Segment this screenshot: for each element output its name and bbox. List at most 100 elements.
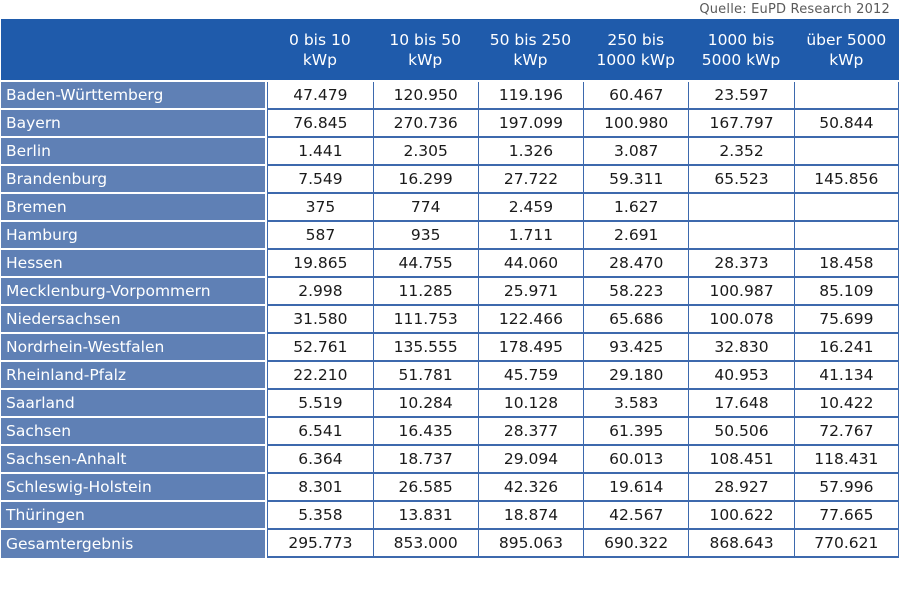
value-cell [793, 82, 899, 110]
value-cell: 1.627 [583, 194, 689, 222]
value-cell: 60.013 [583, 446, 689, 474]
value-cell: 197.099 [477, 110, 584, 138]
value-cell [793, 194, 899, 222]
column-header: über 5000 kWp [793, 19, 899, 82]
table-row: Niedersachsen 31.580 111.753 122.466 65.686 1… [1, 306, 899, 334]
value-cell: 7.549 [267, 166, 373, 194]
value-cell: 270.736 [372, 110, 478, 138]
value-cell: 19.865 [267, 250, 373, 278]
value-cell: 1.441 [267, 138, 373, 166]
value-cell: 935 [372, 222, 478, 250]
value-cell: 26.585 [372, 474, 478, 502]
value-cell: 120.950 [372, 82, 478, 110]
value-cell: 167.797 [688, 110, 794, 138]
value-cell: 85.109 [793, 278, 899, 306]
value-cell: 2.691 [583, 222, 689, 250]
value-cell: 2.352 [688, 138, 794, 166]
value-cell: 18.458 [793, 250, 899, 278]
table-row: Mecklenburg-Vorpommern 2.998 11.285 25.971 5… [1, 278, 899, 306]
value-cell: 72.767 [793, 418, 899, 446]
table-row: Schleswig-Holstein 8.301 26.585 42.326 19.61… [1, 474, 899, 502]
table-row: Nordrhein-Westfalen 52.761 135.555 178.495 9… [1, 334, 899, 362]
value-cell: 17.648 [688, 390, 794, 418]
value-cell [793, 222, 899, 250]
state-label: Sachsen-Anhalt [1, 446, 268, 474]
state-label: Nordrhein-Westfalen [1, 334, 268, 362]
table-row: Hessen 19.865 44.755 44.060 28.470 28.373 18.4… [1, 250, 899, 278]
value-cell: 19.614 [583, 474, 689, 502]
value-cell: 295.773 [267, 530, 373, 558]
table-row: Berlin 1.441 2.305 1.326 3.087 2.352 [1, 138, 899, 166]
value-cell: 135.555 [372, 334, 478, 362]
state-label: Hessen [1, 250, 268, 278]
state-label: Berlin [1, 138, 268, 166]
state-label: Sachsen [1, 418, 268, 446]
value-cell: 27.722 [477, 166, 584, 194]
column-header: 50 bis 250 kWp [477, 19, 584, 82]
value-cell: 50.844 [793, 110, 899, 138]
value-cell: 59.311 [583, 166, 689, 194]
total-label: Gesamtergebnis [1, 530, 268, 558]
value-cell: 41.134 [793, 362, 899, 390]
table-row: Bremen 375 774 2.459 1.627 [1, 194, 899, 222]
value-cell: 28.373 [688, 250, 794, 278]
value-cell: 100.987 [688, 278, 794, 306]
value-cell: 65.686 [583, 306, 689, 334]
header-row: 0 bis 10 kWp 10 bis 50 kWp 50 bis 250 kWp 2… [1, 19, 899, 82]
state-label: Bayern [1, 110, 268, 138]
table-header: 0 bis 10 kWp 10 bis 50 kWp 50 bis 250 kWp 2… [1, 19, 899, 82]
value-cell: 8.301 [267, 474, 373, 502]
state-label: Brandenburg [1, 166, 268, 194]
value-cell: 32.830 [688, 334, 794, 362]
column-header: 250 bis 1000 kWp [583, 19, 689, 82]
table-row: Hamburg 587 935 1.711 2.691 [1, 222, 899, 250]
value-cell: 145.856 [793, 166, 899, 194]
value-cell: 44.060 [477, 250, 584, 278]
data-table: 0 bis 10 kWp 10 bis 50 kWp 50 bis 250 kWp 2… [1, 19, 899, 558]
value-cell: 18.874 [477, 502, 584, 530]
value-cell: 42.326 [477, 474, 584, 502]
state-label: Schleswig-Holstein [1, 474, 268, 502]
value-cell: 108.451 [688, 446, 794, 474]
state-label: Niedersachsen [1, 306, 268, 334]
value-cell: 13.831 [372, 502, 478, 530]
table-row: Sachsen-Anhalt 6.364 18.737 29.094 60.013 108… [1, 446, 899, 474]
value-cell: 10.284 [372, 390, 478, 418]
value-cell: 47.479 [267, 82, 373, 110]
value-cell: 2.305 [372, 138, 478, 166]
value-cell: 2.998 [267, 278, 373, 306]
state-label: Baden-Württemberg [1, 82, 268, 110]
value-cell: 28.377 [477, 418, 584, 446]
value-cell [793, 138, 899, 166]
value-cell: 3.087 [583, 138, 689, 166]
value-cell: 50.506 [688, 418, 794, 446]
value-cell: 587 [267, 222, 373, 250]
data-table-container: 0 bis 10 kWp 10 bis 50 kWp 50 bis 250 kWp 2… [1, 19, 899, 593]
value-cell: 22.210 [267, 362, 373, 390]
value-cell: 42.567 [583, 502, 689, 530]
value-cell: 76.845 [267, 110, 373, 138]
value-cell: 29.094 [477, 446, 584, 474]
value-cell: 5.358 [267, 502, 373, 530]
value-cell: 28.927 [688, 474, 794, 502]
state-label: Bremen [1, 194, 268, 222]
table-row: Sachsen 6.541 16.435 28.377 61.395 50.506 72.7… [1, 418, 899, 446]
table-body: Baden-Württemberg 47.479 120.950 119.196 60.… [1, 82, 899, 558]
value-cell: 770.621 [793, 530, 899, 558]
value-cell: 6.364 [267, 446, 373, 474]
table-row: Bayern 76.845 270.736 197.099 100.980 167.797… [1, 110, 899, 138]
state-label: Mecklenburg-Vorpommern [1, 278, 268, 306]
value-cell: 75.699 [793, 306, 899, 334]
value-cell: 28.470 [583, 250, 689, 278]
value-cell: 3.583 [583, 390, 689, 418]
value-cell: 57.996 [793, 474, 899, 502]
value-cell: 2.459 [477, 194, 584, 222]
value-cell: 5.519 [267, 390, 373, 418]
column-header: 10 bis 50 kWp [372, 19, 478, 82]
value-cell: 6.541 [267, 418, 373, 446]
value-cell: 100.622 [688, 502, 794, 530]
value-cell: 100.078 [688, 306, 794, 334]
header-corner-cell [1, 19, 268, 82]
table-row: Thüringen 5.358 13.831 18.874 42.567 100.622 7… [1, 502, 899, 530]
table-row: Rheinland-Pfalz 22.210 51.781 45.759 29.180 4… [1, 362, 899, 390]
